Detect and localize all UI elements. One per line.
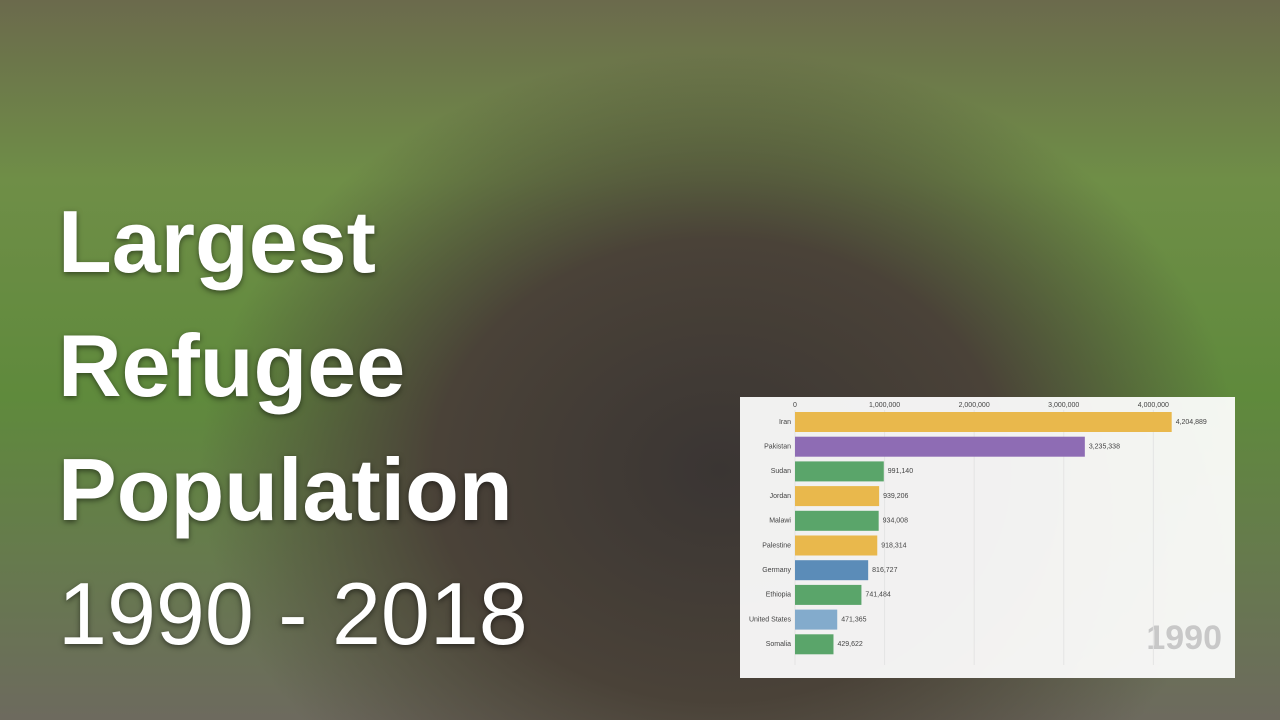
bar bbox=[795, 486, 880, 507]
value-label: 918,314 bbox=[881, 542, 906, 549]
category-label: Iran bbox=[779, 419, 791, 426]
x-tick-label: 3,000,000 bbox=[1048, 402, 1079, 409]
x-tick-label: 1,000,000 bbox=[869, 402, 900, 409]
value-label: 741,484 bbox=[865, 592, 890, 599]
value-label: 816,727 bbox=[872, 567, 897, 574]
bar bbox=[795, 584, 862, 605]
year-label: 1990 bbox=[1146, 619, 1222, 657]
bar bbox=[795, 436, 1085, 457]
value-label: 939,206 bbox=[883, 493, 908, 500]
x-tick-label: 2,000,000 bbox=[959, 402, 990, 409]
overlay-title: Largest Refugee Population 1990 - 2018 bbox=[58, 180, 528, 676]
x-tick-label: 0 bbox=[793, 402, 797, 409]
value-label: 429,622 bbox=[837, 641, 862, 648]
category-label: Somalia bbox=[766, 641, 791, 648]
value-label: 934,008 bbox=[883, 518, 908, 525]
bar bbox=[795, 535, 878, 556]
category-label: Malawi bbox=[769, 518, 791, 525]
bar bbox=[795, 609, 838, 630]
category-label: Pakistan bbox=[764, 444, 791, 451]
category-label: Ethiopia bbox=[766, 592, 791, 599]
value-label: 3,235,338 bbox=[1089, 444, 1120, 451]
bar bbox=[795, 461, 884, 482]
bar bbox=[795, 560, 869, 581]
value-label: 471,365 bbox=[841, 616, 866, 623]
title-line: Largest bbox=[58, 192, 376, 291]
title-line: 1990 - 2018 bbox=[58, 564, 528, 663]
category-label: Palestine bbox=[762, 542, 791, 549]
value-label: 4,204,889 bbox=[1176, 419, 1207, 426]
bar bbox=[795, 412, 1172, 432]
title-line: Population bbox=[58, 440, 513, 539]
value-label: 991,140 bbox=[888, 468, 913, 475]
bar bbox=[795, 634, 834, 655]
category-label: Jordan bbox=[770, 493, 792, 500]
category-label: Germany bbox=[762, 567, 791, 574]
x-tick-label: 4,000,000 bbox=[1138, 402, 1169, 409]
title-line: Refugee bbox=[58, 316, 406, 415]
category-label: Sudan bbox=[771, 468, 791, 475]
category-label: United States bbox=[749, 616, 792, 623]
bar bbox=[795, 510, 879, 531]
